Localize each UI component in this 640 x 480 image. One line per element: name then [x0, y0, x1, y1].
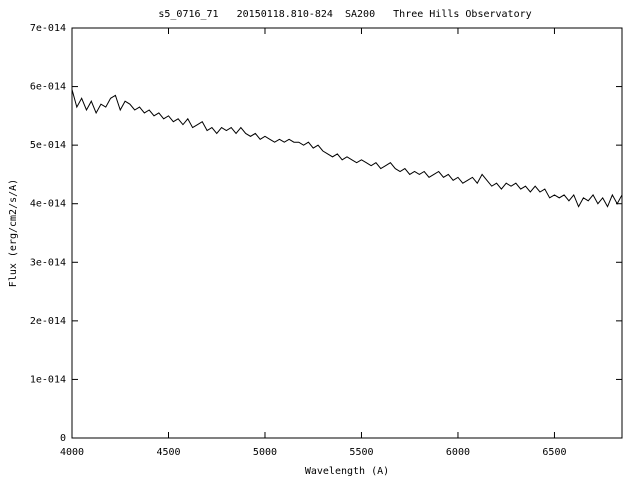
y-tick-label: 6e-014 — [30, 82, 66, 93]
y-tick-label: 5e-014 — [30, 140, 66, 151]
y-axis-label: Flux (erg/cm2/s/A) — [8, 179, 19, 287]
x-tick-label: 5500 — [349, 447, 373, 458]
y-tick-label: 4e-014 — [30, 199, 66, 210]
spectrum-line — [71, 89, 623, 208]
x-tick-label: 6500 — [542, 447, 566, 458]
y-tick-label: 1e-014 — [30, 374, 66, 385]
x-tick-label: 6000 — [446, 447, 470, 458]
y-tick-label: 7e-014 — [30, 23, 66, 34]
x-tick-label: 4000 — [60, 447, 84, 458]
chart-title: s5_0716_71 20150118.810-824 SA200 Three … — [158, 9, 531, 20]
x-tick-label: 5000 — [253, 447, 277, 458]
x-axis-label: Wavelength (A) — [305, 466, 389, 477]
plot-border — [71, 27, 623, 439]
x-tick-label: 4500 — [156, 447, 180, 458]
y-tick-label: 2e-014 — [30, 316, 66, 327]
y-tick-label: 0 — [60, 433, 66, 444]
y-tick-label: 3e-014 — [30, 257, 66, 268]
